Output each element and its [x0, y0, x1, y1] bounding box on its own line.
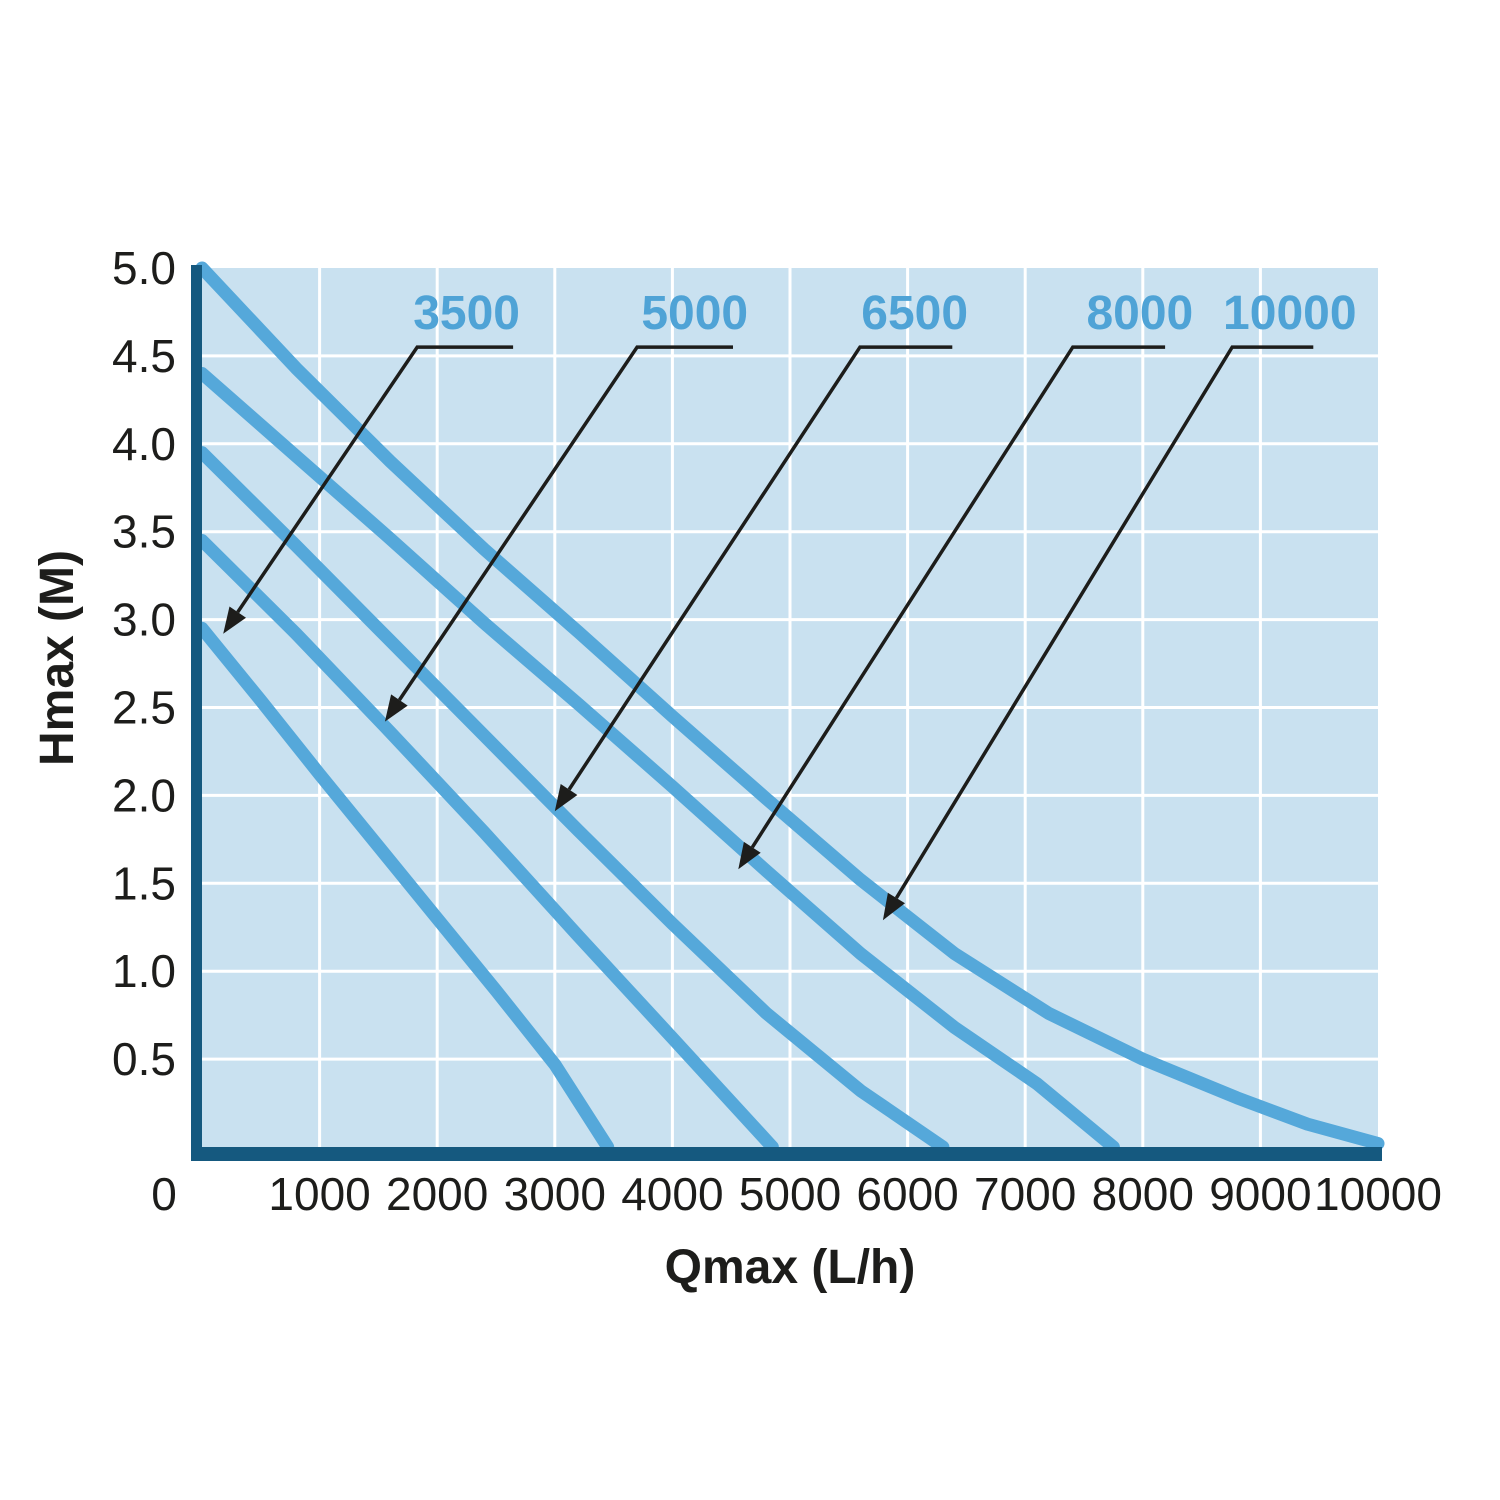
y-tick-label: 5.0 — [112, 242, 176, 294]
y-tick-label: 4.0 — [112, 418, 176, 470]
y-tick-label: 1.0 — [112, 945, 176, 997]
y-tick-label: 0.5 — [112, 1033, 176, 1085]
pump-curve-5000 — [195, 534, 779, 1154]
callout-line-3500 — [236, 345, 514, 614]
x-axis-title: Qmax (L/h) — [665, 1241, 916, 1294]
tick-labels-group: 0 1000 2000 3000 4000 5000 6000 7000 8000 9000 100… — [112, 242, 1442, 1220]
x-tick-label: 6000 — [856, 1168, 958, 1220]
y-tick-label: 2.0 — [112, 769, 176, 821]
callout-line-5000 — [397, 345, 733, 701]
y-tick-label: 4.5 — [112, 330, 176, 382]
pump-curve-3500 — [195, 621, 615, 1154]
y-axis-bar — [191, 265, 202, 1161]
pump-curves-group — [195, 261, 1385, 1154]
y-tick-label: 1.5 — [112, 857, 176, 909]
pump-curve-6500 — [195, 446, 950, 1154]
callout-line-10000 — [894, 345, 1314, 899]
series-label-3500: 3500 — [413, 287, 520, 340]
series-labels-group: 3500 5000 6500 8000 10000 — [413, 287, 1356, 340]
x-tick-label: 9000 — [1209, 1168, 1311, 1220]
callout-arrowhead-3500 — [223, 606, 246, 634]
callout-line-6500 — [567, 345, 953, 791]
series-label-10000: 10000 — [1223, 287, 1356, 340]
gridlines-group — [202, 268, 1378, 1147]
y-axis-title: Hmax (M) — [31, 550, 84, 766]
x-tick-label: 7000 — [974, 1168, 1076, 1220]
callout-arrowhead-10000 — [882, 892, 905, 921]
pump-curve-10000 — [195, 261, 1385, 1150]
y-tick-label: 3.5 — [112, 506, 176, 558]
x-axis-bar — [191, 1147, 1382, 1161]
series-label-6500: 6500 — [861, 287, 968, 340]
callout-line-8000 — [750, 345, 1166, 849]
series-label-5000: 5000 — [641, 287, 748, 340]
y-tick-label: 3.0 — [112, 594, 176, 646]
callout-arrowhead-5000 — [384, 694, 408, 722]
x-tick-label: 1000 — [268, 1168, 370, 1220]
y-tick-label: 2.5 — [112, 682, 176, 734]
x-tick-label: 8000 — [1092, 1168, 1194, 1220]
x-tick-label: 5000 — [739, 1168, 841, 1220]
callout-arrows-group — [223, 345, 1314, 921]
callout-arrowhead-8000 — [738, 841, 761, 870]
x-tick-label: 2000 — [386, 1168, 488, 1220]
series-label-8000: 8000 — [1086, 287, 1193, 340]
callout-arrowhead-6500 — [554, 784, 578, 812]
x-tick-label: 3000 — [504, 1168, 606, 1220]
x-tick-label: 0 — [151, 1168, 177, 1220]
pump-curve-8000 — [195, 367, 1120, 1154]
x-tick-label: 4000 — [621, 1168, 723, 1220]
axis-bars-group — [191, 265, 1382, 1161]
x-tick-label: 10000 — [1314, 1168, 1442, 1220]
